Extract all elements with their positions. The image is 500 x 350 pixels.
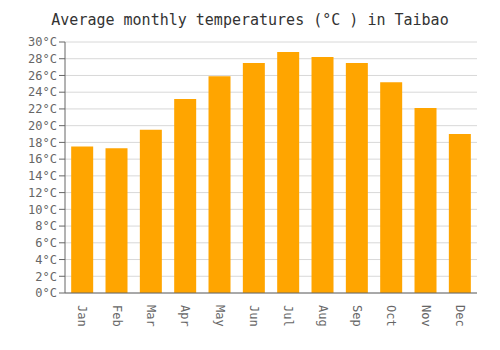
svg-text:0°C: 0°C	[35, 286, 57, 300]
svg-text:6°C: 6°C	[35, 236, 57, 250]
svg-text:4°C: 4°C	[35, 253, 57, 267]
svg-text:Oct: Oct	[384, 305, 398, 327]
svg-text:20°C: 20°C	[28, 119, 57, 133]
svg-text:8°C: 8°C	[35, 219, 57, 233]
svg-text:30°C: 30°C	[28, 35, 57, 49]
svg-text:Mar: Mar	[144, 305, 158, 327]
html-text:Average monthly temperatures (: Average monthly temperatures (°C ) in Ta…	[51, 11, 449, 29]
svg-text:Feb: Feb	[110, 305, 124, 327]
svg-text:22°C: 22°C	[28, 102, 57, 116]
svg-text:Dec: Dec	[453, 305, 467, 327]
svg-text:12°C: 12°C	[28, 186, 57, 200]
svg-text:Sep: Sep	[350, 305, 364, 327]
svg-text:Apr: Apr	[178, 305, 192, 327]
svg-text:Jul: Jul	[281, 305, 295, 327]
svg-text:14°C: 14°C	[28, 169, 57, 183]
svg-text:2°C: 2°C	[35, 270, 57, 284]
svg-text:Jan: Jan	[75, 305, 89, 327]
svg-text:16°C: 16°C	[28, 152, 57, 166]
svg-text:10°C: 10°C	[28, 203, 57, 217]
svg-text:Nov: Nov	[419, 305, 433, 327]
svg-text:Jun: Jun	[247, 305, 261, 327]
svg-text:26°C: 26°C	[28, 69, 57, 83]
svg-text:May: May	[213, 305, 227, 327]
svg-text:24°C: 24°C	[28, 85, 57, 99]
svg-text:28°C: 28°C	[28, 52, 57, 66]
svg-text:Aug: Aug	[316, 305, 330, 327]
svg-text:18°C: 18°C	[28, 136, 57, 150]
